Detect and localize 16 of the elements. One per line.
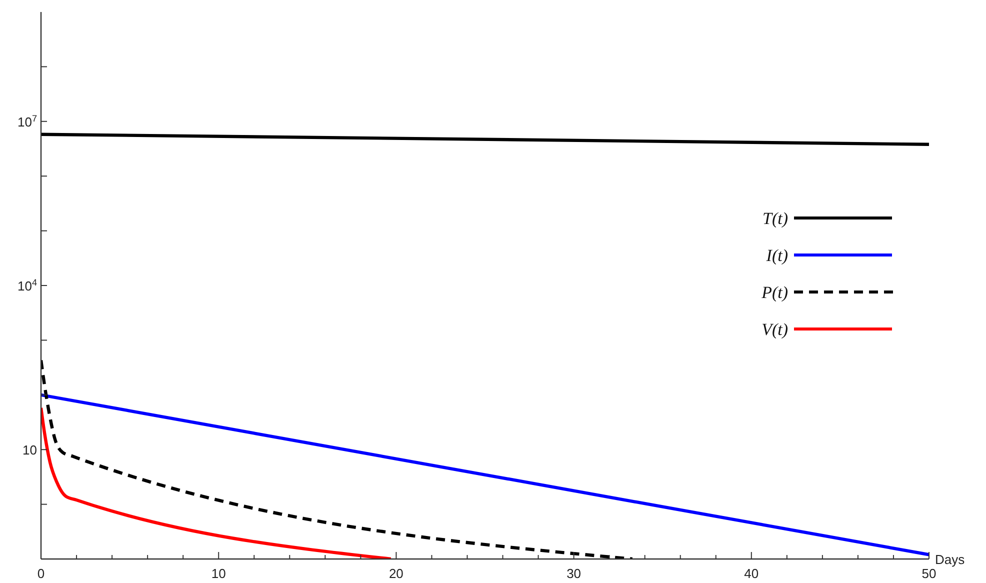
x-tick-label: 20 <box>388 566 404 581</box>
legend-label: T(t) <box>762 209 788 228</box>
x-tick-label: 10 <box>211 566 226 581</box>
x-tick-label: 40 <box>744 566 759 581</box>
y-tick-label: 10 <box>22 442 37 458</box>
legend-label: I(t) <box>765 246 788 265</box>
x-tick-label: 0 <box>37 566 45 581</box>
line-series <box>41 358 634 559</box>
x-tick-label: 50 <box>922 566 936 581</box>
x-tick-label: 30 <box>566 566 582 581</box>
line-series <box>41 406 392 559</box>
legend-label: P(t) <box>760 283 788 302</box>
legend-label: V(t) <box>762 320 788 339</box>
y-tick-label: 10$^{7}$ <box>17 113 37 130</box>
y-tick-label: 10$^{4}$ <box>17 278 37 294</box>
x-axis-title: Days <box>935 552 966 567</box>
